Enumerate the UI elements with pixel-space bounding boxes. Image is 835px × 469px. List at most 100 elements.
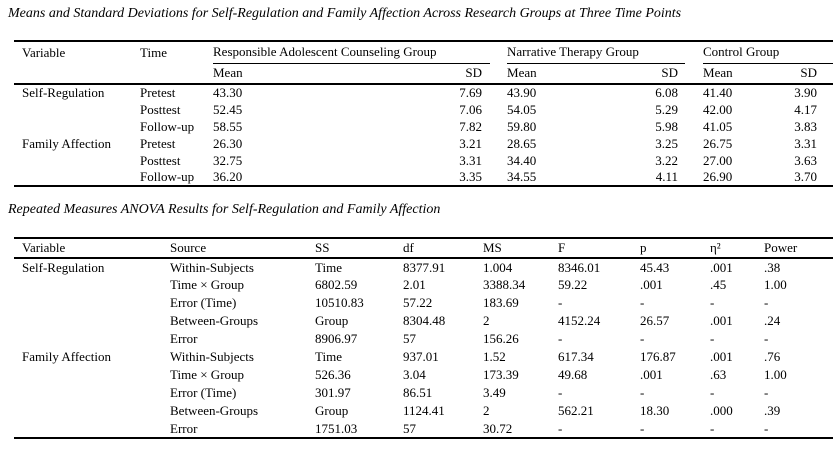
col-header-power: Power: [764, 238, 833, 259]
table-cell: -: [558, 331, 563, 346]
col-header-mean: Mean: [703, 63, 781, 85]
table-cell: .63: [710, 367, 727, 382]
table-cell: -: [640, 420, 645, 436]
table-row: Family Affection Within-Subjects Time 93…: [14, 348, 833, 366]
mean-cell: 26.75: [703, 135, 733, 151]
col-header-ms: MS: [483, 238, 558, 259]
mean-cell: 26.90: [703, 169, 733, 184]
table-row: Between-Groups Group 1124.41 2 562.21 18…: [14, 402, 833, 420]
table-cell: 30.72: [483, 420, 513, 436]
col-header-sd: SD: [780, 63, 834, 85]
col-header-mean: Mean: [213, 63, 430, 85]
source-cell: Time × Group: [170, 367, 245, 382]
variable-cell: [14, 402, 170, 420]
mean-cell: 52.45: [213, 101, 243, 117]
variable-cell: [14, 312, 170, 330]
table-row: Error (Time) 10510.83 57.22 183.69 - - -…: [14, 294, 833, 312]
col-header-time: Time: [140, 44, 167, 60]
variable-cell: Self-Regulation: [22, 259, 105, 275]
table-row: Time × Group 6802.59 2.01 3388.34 59.22 …: [14, 276, 833, 294]
mean-cell: 36.20: [213, 169, 243, 184]
table-cell: 2: [483, 313, 490, 328]
header-row: Variable Source SS df MS F p η² Power: [14, 238, 833, 259]
table-cell: -: [640, 295, 645, 310]
col-header-f: F: [558, 238, 640, 259]
col-header-df: df: [403, 238, 483, 259]
source-cell: Within-Subjects: [170, 259, 254, 275]
spacer-cell: [685, 63, 704, 85]
table-cell: -: [764, 295, 769, 310]
sd-cell: 7.82: [459, 118, 483, 134]
mean-cell: 58.55: [213, 118, 243, 134]
table-cell: -: [640, 331, 645, 346]
spacer-cell: [140, 63, 213, 85]
variable-cell: Family Affection: [22, 135, 111, 151]
table-cell: 18.30: [640, 403, 670, 418]
spacer-cell: [685, 84, 703, 101]
variable-cell: [14, 384, 170, 402]
table-cell: 45.43: [640, 259, 670, 275]
sd-cell: 3.31: [794, 135, 818, 151]
table-cell: .24: [764, 313, 781, 328]
table-cell: .001: [710, 313, 733, 328]
spacer-cell: [490, 169, 507, 186]
table-cell: 8346.01: [558, 259, 601, 275]
table-cell: 1.004: [483, 259, 513, 275]
sd-cell: 3.70: [794, 169, 818, 184]
spacer-cell: [490, 84, 507, 101]
mean-cell: 43.30: [213, 85, 243, 100]
source-cell: Error: [170, 420, 198, 436]
table-cell: -: [764, 420, 769, 436]
source-cell: Error (Time): [170, 385, 237, 400]
source-cell: Between-Groups: [170, 313, 259, 328]
table-row: Error 1751.03 57 30.72 - - - -: [14, 420, 833, 438]
source-cell: Between-Groups: [170, 403, 259, 418]
means-sd-table: Variable Time Responsible Adolescent Cou…: [14, 40, 834, 187]
time-cell: Posttest: [140, 101, 181, 117]
table-cell: 562.21: [558, 403, 594, 418]
table-cell: .001: [710, 259, 733, 275]
time-cell: Posttest: [140, 152, 181, 168]
spacer-cell: [490, 152, 507, 169]
col-header-variable: Variable: [14, 238, 170, 259]
group-header-counseling: Responsible Adolescent Counseling Group: [213, 41, 491, 64]
table-cell: .45: [710, 277, 727, 292]
variable-cell: [14, 330, 170, 348]
table-cell: Time: [315, 349, 342, 364]
table-cell: 3.04: [403, 367, 426, 382]
table-cell: Group: [315, 313, 349, 328]
sd-cell: 6.08: [655, 85, 679, 100]
table-cell: 57: [403, 331, 416, 346]
source-cell: Error (Time): [170, 295, 237, 310]
table-cell: 1124.41: [403, 403, 445, 418]
sd-cell: 4.11: [655, 169, 679, 184]
sd-cell: 3.83: [794, 118, 818, 134]
table-cell: -: [558, 420, 563, 436]
table-row: Self-Regulation Within-Subjects Time 837…: [14, 258, 833, 276]
sd-cell: 4.17: [794, 101, 818, 117]
spacer-cell: [490, 41, 507, 63]
variable-cell: [14, 101, 140, 118]
table-cell: 86.51: [403, 385, 433, 400]
sd-cell: 3.90: [794, 85, 818, 100]
table-row: Posttest 52.45 7.06 54.05 5.29 42.00 4.1…: [14, 101, 833, 118]
table-cell: 1.00: [764, 277, 787, 292]
table-cell: .001: [710, 349, 733, 364]
variable-cell: [14, 118, 140, 135]
table-row: Posttest 32.75 3.31 34.40 3.22 27.00 3.6…: [14, 152, 833, 169]
table-cell: .38: [764, 259, 781, 275]
table-cell: 1.52: [483, 349, 506, 364]
time-cell: Pretest: [140, 85, 176, 100]
sd-cell: 7.06: [459, 101, 483, 117]
col-header-eta-squared: η²: [710, 238, 764, 259]
col-header-mean: Mean: [507, 63, 621, 85]
mean-cell: 32.75: [213, 152, 243, 168]
table-cell: 8906.97: [315, 331, 358, 346]
table-row: Follow-up 36.20 3.35 34.55 4.11 26.90 3.…: [14, 169, 833, 186]
table-cell: 26.57: [640, 313, 670, 328]
spacer-cell: [490, 135, 507, 152]
table-cell: -: [710, 385, 715, 400]
subheader-row: Mean SD Mean SD Mean SD: [14, 63, 834, 85]
variable-cell: [14, 366, 170, 384]
